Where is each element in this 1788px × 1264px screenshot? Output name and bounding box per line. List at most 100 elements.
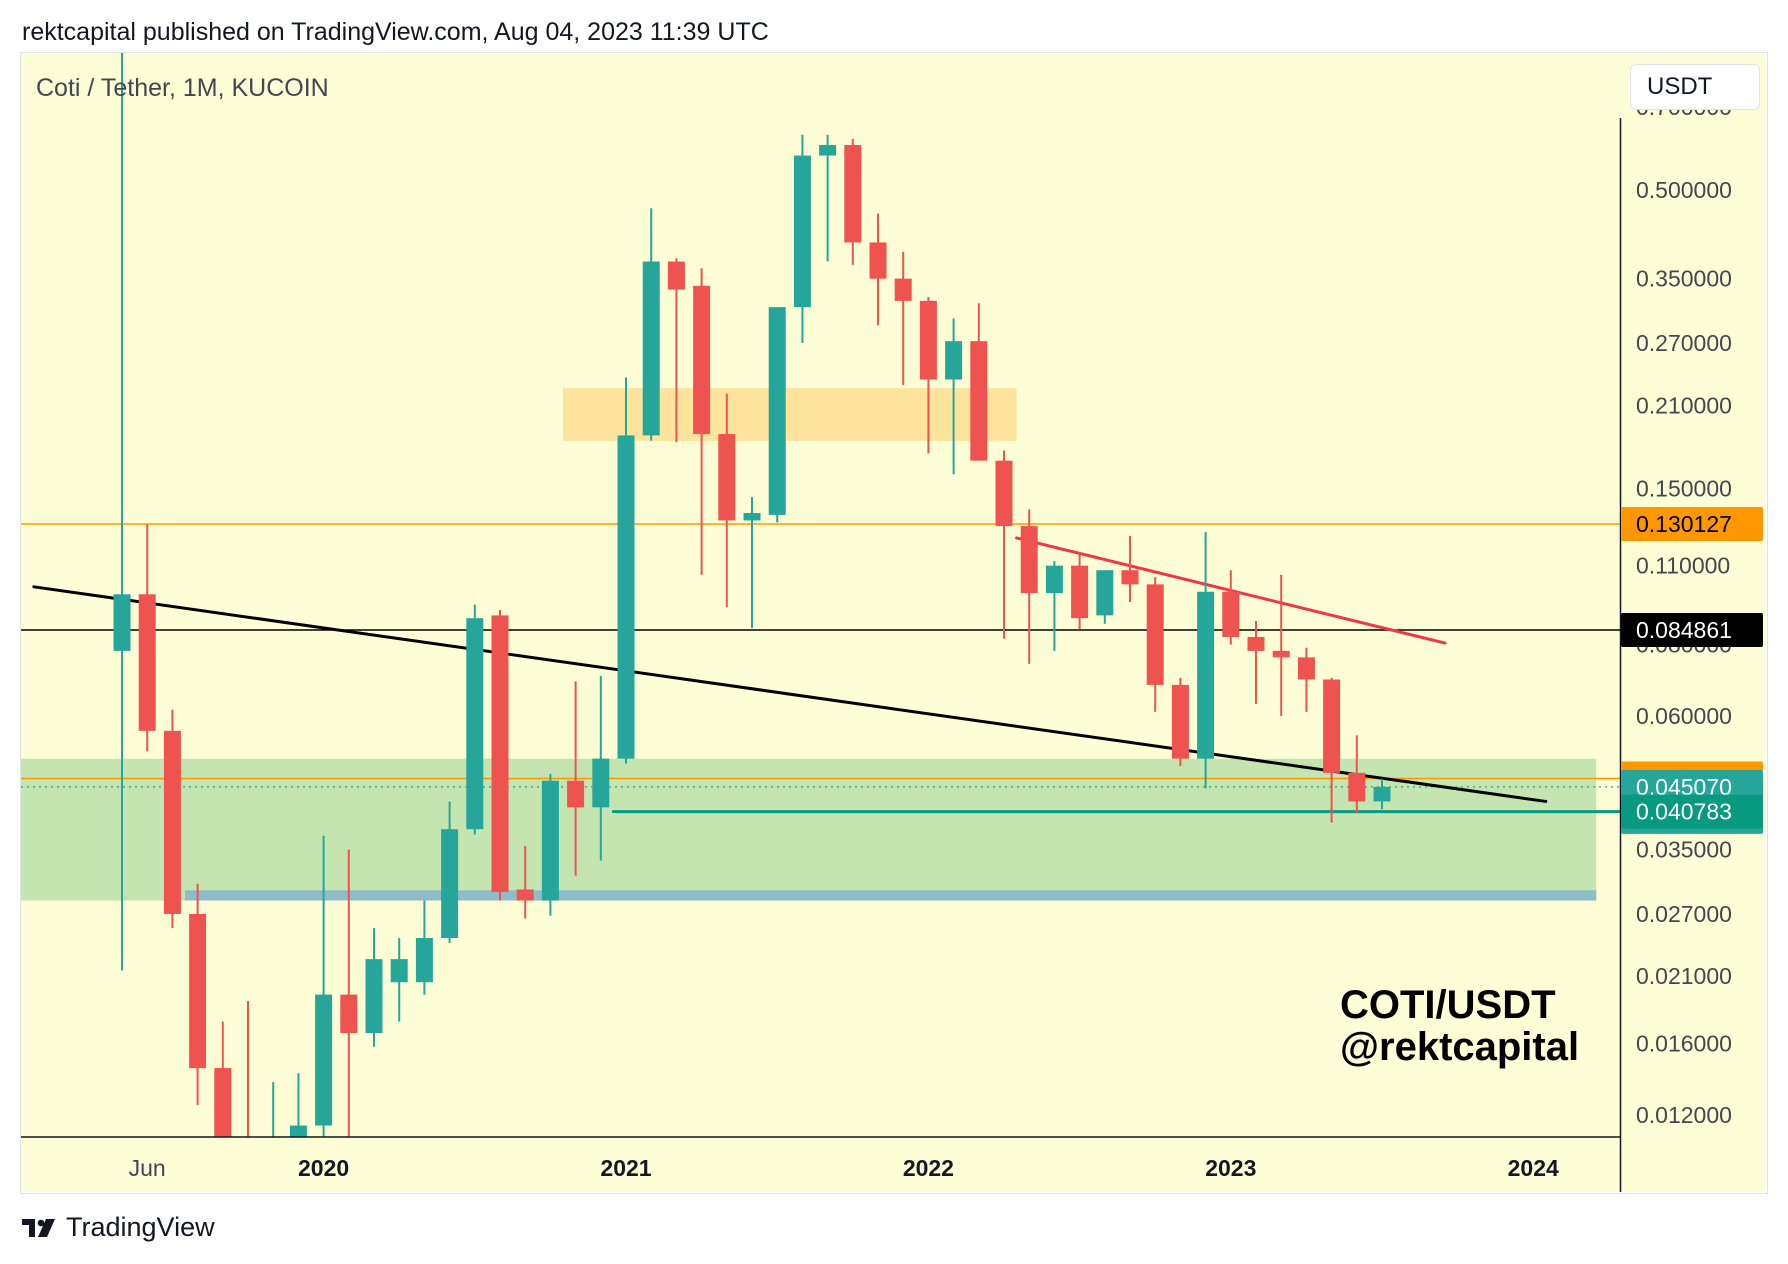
candle bbox=[289, 1073, 307, 1137]
candle bbox=[995, 450, 1013, 639]
candle-body bbox=[1171, 684, 1189, 759]
candle bbox=[1297, 647, 1315, 712]
candle-body bbox=[390, 959, 408, 983]
candle-body bbox=[844, 145, 862, 243]
candle bbox=[516, 846, 534, 919]
blue-support-zone bbox=[185, 890, 1597, 901]
price-tag-value: 0.040783 bbox=[1636, 799, 1732, 825]
candle-body bbox=[441, 829, 459, 939]
candle bbox=[970, 303, 988, 461]
price-tag: 0.130127 bbox=[1621, 506, 1763, 541]
candle bbox=[1171, 677, 1189, 767]
watermark-pair: COTI/USDT bbox=[1340, 983, 1556, 1027]
candle-body bbox=[995, 460, 1013, 527]
candle bbox=[1348, 735, 1366, 814]
price-tag-value: 0.084861 bbox=[1636, 617, 1732, 643]
candle bbox=[466, 604, 484, 835]
candle-body bbox=[693, 285, 711, 435]
candle-body bbox=[743, 513, 761, 521]
time-tick-label: 2024 bbox=[1508, 1155, 1559, 1181]
candle bbox=[592, 675, 610, 861]
time-axis-background bbox=[21, 1137, 1620, 1192]
candle-body bbox=[163, 730, 181, 914]
candle bbox=[1323, 677, 1341, 823]
candle-body bbox=[1020, 526, 1038, 594]
candle bbox=[617, 377, 635, 764]
candle bbox=[1096, 570, 1114, 624]
candles-layer bbox=[113, 53, 1391, 1137]
tradingview-logo-icon bbox=[22, 1218, 55, 1237]
candle-body bbox=[315, 994, 333, 1126]
candle bbox=[567, 681, 585, 876]
price-tick-label: 0.060000 bbox=[1636, 703, 1732, 729]
candle-body bbox=[1323, 679, 1341, 773]
candle-body bbox=[1121, 570, 1139, 585]
chart-frame[interactable] bbox=[20, 52, 1768, 1194]
candle bbox=[945, 318, 963, 475]
candle bbox=[718, 393, 736, 608]
price-tag-box bbox=[1621, 506, 1763, 541]
watermark-author: @rektcapital bbox=[1340, 1025, 1580, 1069]
candle-body bbox=[365, 959, 383, 1034]
watermark: COTI/USDT @rektcapital bbox=[1340, 984, 1579, 1068]
time-tick-label: 2023 bbox=[1205, 1155, 1256, 1181]
footer-brand[interactable]: TradingView bbox=[22, 1212, 215, 1243]
candle-body bbox=[642, 261, 660, 436]
candle-body bbox=[768, 307, 786, 515]
candle bbox=[214, 1021, 232, 1137]
candle bbox=[272, 1082, 275, 1137]
candle bbox=[667, 258, 685, 443]
candle-body bbox=[138, 594, 156, 731]
candle bbox=[743, 497, 761, 629]
footer-brand-text: TradingView bbox=[66, 1212, 215, 1242]
candle-body bbox=[819, 145, 837, 156]
candle bbox=[315, 835, 333, 1137]
candle-body bbox=[289, 1125, 307, 1137]
symbol-label[interactable]: Coti / Tether, 1M, KUCOIN bbox=[36, 74, 329, 102]
published-header: rektcapital published on TradingView.com… bbox=[22, 18, 769, 46]
candle bbox=[113, 53, 131, 971]
candle-body bbox=[592, 758, 610, 808]
candle bbox=[138, 524, 156, 752]
candle bbox=[1222, 570, 1240, 645]
time-tick-label: 2022 bbox=[903, 1155, 954, 1181]
green-support-zone bbox=[21, 758, 1597, 901]
orange-resistance-zone bbox=[563, 388, 1017, 441]
candle-body bbox=[1197, 591, 1215, 759]
candle bbox=[642, 208, 660, 441]
candle-body bbox=[1071, 565, 1089, 619]
candle bbox=[768, 307, 786, 523]
candle-body bbox=[189, 913, 207, 1069]
price-tick-label: 0.016000 bbox=[1636, 1031, 1732, 1057]
candle-body bbox=[793, 155, 811, 308]
price-tick-label: 0.012000 bbox=[1636, 1102, 1732, 1128]
candle-body bbox=[1373, 786, 1391, 802]
candle-body bbox=[667, 261, 685, 290]
price-tick-label: 0.110000 bbox=[1636, 553, 1730, 579]
candle-body bbox=[1297, 657, 1315, 680]
candle bbox=[1247, 620, 1265, 704]
candle bbox=[1045, 561, 1063, 651]
candle-body bbox=[869, 242, 887, 279]
time-tick-label: Jun bbox=[129, 1155, 166, 1181]
candle bbox=[819, 134, 837, 262]
candle bbox=[844, 138, 862, 265]
price-tag-value: 0.130127 bbox=[1636, 511, 1732, 537]
price-tag-box bbox=[1621, 794, 1763, 829]
candle bbox=[541, 773, 559, 916]
plot-background bbox=[21, 53, 1620, 1137]
price-tick-label: 0.270000 bbox=[1636, 330, 1732, 356]
candle-body bbox=[340, 994, 358, 1034]
zones-layer bbox=[21, 388, 1597, 901]
candle-body bbox=[113, 594, 131, 651]
currency-button[interactable]: USDT bbox=[1630, 64, 1760, 110]
candle bbox=[869, 213, 887, 326]
candle bbox=[189, 883, 207, 1105]
price-tag: 0.084861 bbox=[1621, 612, 1763, 647]
candle-body bbox=[541, 780, 559, 901]
candle-body bbox=[894, 278, 912, 301]
candle bbox=[441, 801, 459, 944]
price-tick-label: 0.021000 bbox=[1636, 963, 1732, 989]
